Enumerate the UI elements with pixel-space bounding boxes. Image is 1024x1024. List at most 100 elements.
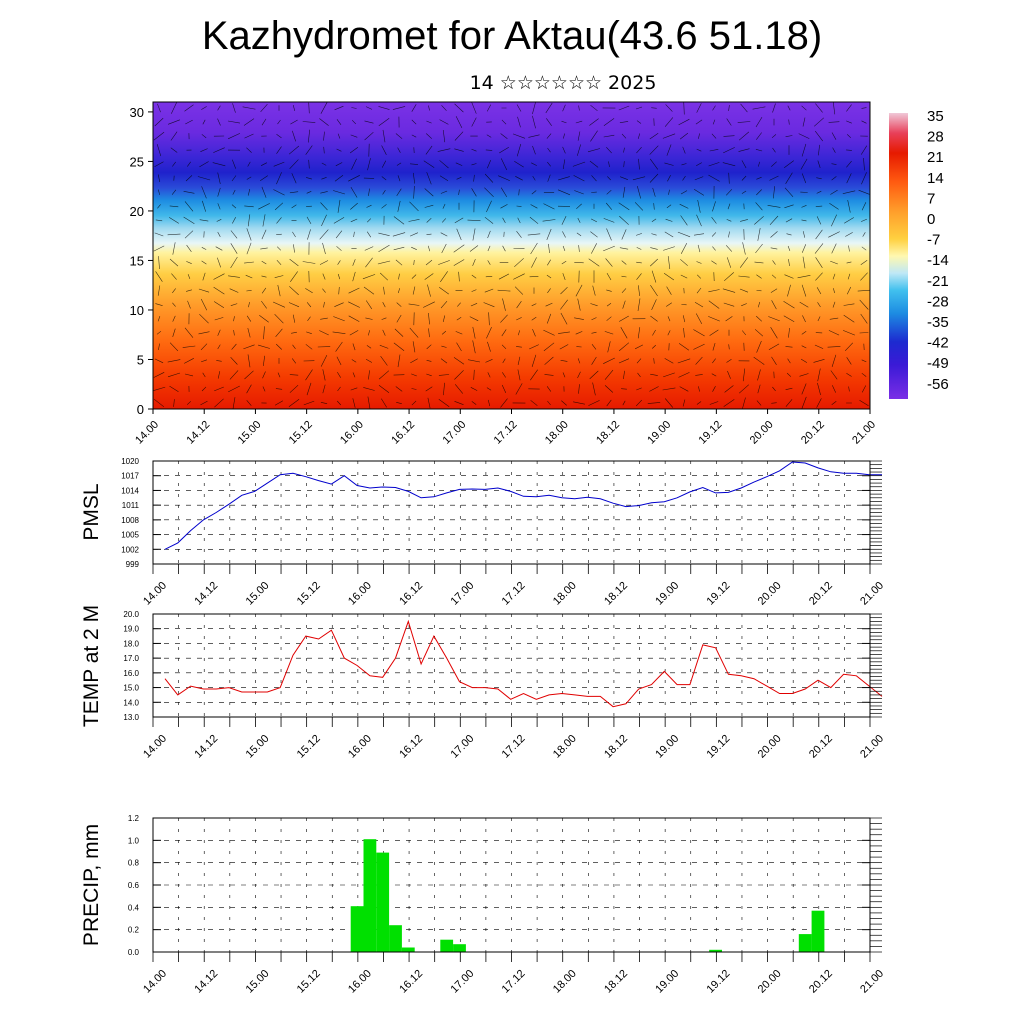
- precip-bar: [811, 910, 825, 952]
- colorbar-label: 28: [927, 129, 944, 146]
- pmsl-x-tick-label: 21.00: [858, 580, 886, 608]
- temp-x-tick-label: 18.12: [602, 733, 630, 761]
- pmsl-x-tick-label: 14.12: [192, 580, 220, 608]
- temperature-profile-panel: 0 5 10 15 20 25 30 14.00 14.12 15.00 15.12 16.00 16…: [130, 101, 878, 447]
- colorbar-label: -21: [927, 273, 949, 290]
- colorbar-label: -14: [927, 252, 949, 269]
- heatmap-y-axis: 0 5 10 15 20 25 30: [130, 105, 153, 417]
- pmsl-axis-label: PMSL: [80, 483, 103, 540]
- colorbar: 35 28 21 14 7 0 -7 -14 -21 -28 -35 -42 -49 -56: [889, 108, 949, 399]
- pmsl-y-tick-label: 1011: [122, 501, 140, 510]
- precip-x-tick-label: 19.12: [705, 968, 733, 996]
- pmsl-frame: [152, 460, 871, 565]
- temp-y-tick-label: 14.0: [123, 698, 139, 707]
- pmsl-x-tick-label: 16.12: [397, 580, 425, 608]
- temp-line: [164, 619, 883, 708]
- pmsl-x-tick-label: 17.12: [500, 580, 528, 608]
- pmsl-y-tick-label: 1005: [121, 531, 139, 540]
- precip-y-tick-label: 1.0: [128, 836, 140, 845]
- colorbar-label: -42: [927, 335, 949, 352]
- colorbar-label: -49: [927, 355, 949, 372]
- heatmap-y-tick-label: 5: [137, 352, 144, 367]
- precip-y-tick-label: 1.2: [128, 814, 140, 823]
- precip-y-tick-label: 0.6: [128, 881, 140, 890]
- pmsl-x-tick-label: 15.00: [244, 580, 272, 608]
- precip-grid: [152, 817, 871, 953]
- pmsl-x-tick-label: 18.00: [551, 580, 579, 608]
- heatmap-x-tick-label: 17.00: [440, 419, 468, 447]
- pmsl-x-tick-label: 16.00: [346, 580, 374, 608]
- colorbar-label: -35: [927, 314, 949, 331]
- temp-x-tick-label: 18.00: [551, 733, 579, 761]
- precip-x-tick-label: 18.12: [602, 968, 630, 996]
- colorbar-label: 14: [927, 170, 944, 187]
- colorbar-labels: 35 28 21 14 7 0 -7 -14 -21 -28 -35 -42 -49 -56: [927, 108, 949, 393]
- heatmap-x-tick-label: 16.12: [389, 419, 417, 447]
- precip-y-tick-label: 0.8: [128, 859, 140, 868]
- colorbar-label: 7: [927, 190, 935, 207]
- precip-bars: [350, 839, 825, 952]
- temp-y-tick-label: 16.0: [123, 669, 139, 678]
- pmsl-panel: 1020 1017 1014 1011 1008 1005 1002 999 14.00 14.1…: [80, 457, 886, 608]
- temp-x-tick-label: 19.00: [653, 733, 681, 761]
- pmsl-y-tick-label: 1014: [121, 486, 139, 495]
- temp-panel: 20.0 19.0 18.0 17.0 16.0 15.0 14.0 13.0 14.00 14.…: [80, 605, 886, 761]
- colorbar-label: -7: [927, 232, 940, 249]
- precip-axis-label: PRECIP, mm: [80, 824, 103, 946]
- colorbar-label: 35: [927, 108, 944, 125]
- temp-y-tick-label: 20.0: [123, 610, 139, 619]
- pmsl-grid: [152, 460, 871, 565]
- heatmap-x-tick-label: 17.12: [492, 419, 520, 447]
- heatmap-y-tick-label: 30: [130, 105, 144, 120]
- precip-x-tick-label: 16.12: [397, 968, 425, 996]
- pmsl-x-tick-label: 15.12: [295, 580, 323, 608]
- pmsl-x-tick-label: 14.00: [141, 580, 169, 608]
- pmsl-x-tick-label: 17.00: [448, 580, 476, 608]
- colorbar-label: 21: [927, 149, 944, 166]
- precip-bar: [709, 949, 722, 952]
- pmsl-axes: 1020 1017 1014 1011 1008 1005 1002 999 14.00 14.1…: [121, 457, 886, 608]
- precip-bar: [401, 947, 415, 952]
- precip-x-tick-label: 20.00: [756, 968, 784, 996]
- pmsl-x-tick-label: 18.12: [602, 580, 630, 608]
- temp-x-tick-label: 14.12: [192, 733, 220, 761]
- temp-x-tick-label: 19.12: [705, 733, 733, 761]
- precip-axes: 1.2 1.0 0.8 0.6 0.4 0.2 0.0 14.00 14.12 15.00 15.1…: [128, 814, 886, 996]
- precip-x-tick-label: 17.12: [500, 968, 528, 996]
- precip-bar: [453, 944, 466, 952]
- chart-subtitle: 14 ☆☆☆☆☆☆ 2025: [469, 72, 657, 94]
- pmsl-y-tick-label: 999: [126, 560, 140, 569]
- temp-x-tick-label: 17.00: [448, 733, 476, 761]
- heatmap-x-tick-label: 15.00: [236, 419, 264, 447]
- temp-y-tick-label: 17.0: [123, 654, 139, 663]
- precip-bar: [350, 906, 364, 952]
- temp-frame: [152, 613, 871, 718]
- pmsl-y-tick-label: 1020: [121, 457, 139, 466]
- heatmap-x-tick-label: 16.00: [338, 419, 366, 447]
- temp-x-tick-label: 15.12: [295, 733, 323, 761]
- pmsl-line: [164, 461, 882, 550]
- heatmap-x-tick-label: 20.00: [748, 419, 776, 447]
- temp-y-tick-label: 15.0: [123, 684, 139, 693]
- precip-panel: 1.2 1.0 0.8 0.6 0.4 0.2 0.0 14.00 14.12 15.00 15.1…: [80, 814, 886, 996]
- precip-bar: [440, 939, 454, 952]
- precip-x-tick-label: 14.12: [192, 968, 220, 996]
- precip-y-tick-label: 0.2: [128, 926, 140, 935]
- temp-x-tick-label: 15.00: [244, 733, 272, 761]
- pmsl-y-tick-label: 1002: [121, 545, 139, 554]
- precip-x-tick-label: 20.12: [807, 968, 835, 996]
- temp-x-tick-label: 17.12: [500, 733, 528, 761]
- heatmap-y-tick-label: 0: [137, 402, 144, 417]
- temp-axis-label: TEMP at 2 M: [80, 605, 103, 727]
- precip-x-tick-label: 18.00: [551, 968, 579, 996]
- temp-x-tick-label: 16.12: [397, 733, 425, 761]
- wind-vectors-layer: [152, 101, 871, 410]
- temp-x-tick-label: 21.00: [858, 733, 886, 761]
- heatmap-y-tick-label: 15: [130, 253, 144, 268]
- heatmap-x-axis: 14.00 14.12 15.00 15.12 16.00 16.12 17.00 17.12…: [133, 409, 878, 447]
- precip-y-tick-label: 0.0: [128, 948, 140, 957]
- precip-x-tick-label: 19.00: [653, 968, 681, 996]
- pmsl-x-tick-label: 20.00: [756, 580, 784, 608]
- temp-grid: [152, 613, 871, 718]
- heatmap-x-tick-label: 14.00: [133, 419, 161, 447]
